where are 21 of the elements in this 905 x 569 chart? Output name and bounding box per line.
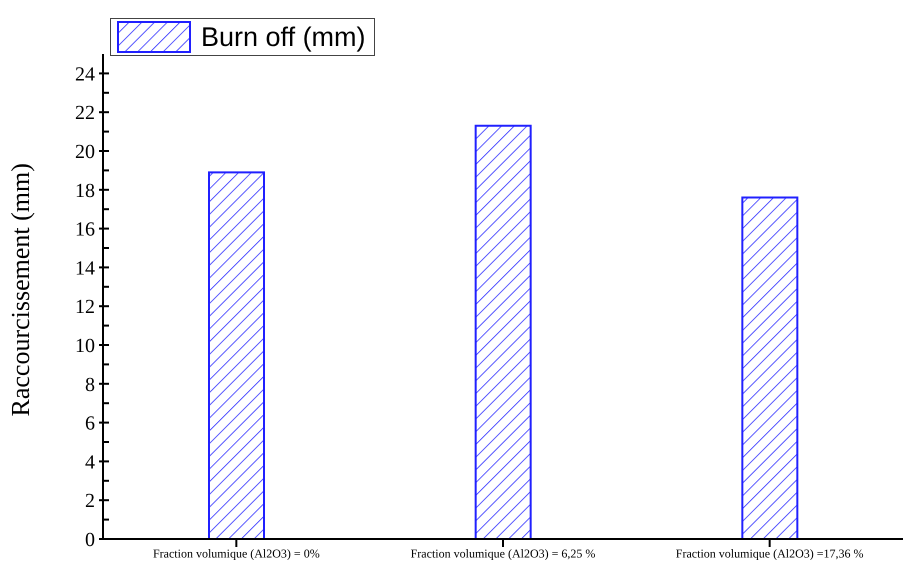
- y-tick-label: 2: [85, 490, 95, 512]
- bar: [208, 171, 265, 539]
- y-tick-label: 22: [75, 102, 95, 124]
- y-tick-label: 4: [85, 451, 95, 474]
- y-tick-label: 12: [75, 296, 95, 318]
- y-tick-label: 24: [75, 63, 95, 86]
- y-tick-label: 8: [85, 374, 95, 396]
- x-tick-label: Fraction volumique (Al2O3) = 6,25 %: [410, 546, 596, 561]
- y-tick-label: 18: [75, 180, 95, 202]
- y-tick-label: 10: [75, 335, 95, 357]
- y-tick-label: 6: [85, 412, 95, 435]
- y-tick-label: 0: [85, 529, 95, 551]
- y-axis-title: Raccourcissement (mm): [6, 163, 36, 416]
- legend-label: Burn off (mm): [201, 22, 366, 52]
- y-tick-label: 16: [75, 218, 95, 241]
- y-tick-label: 20: [75, 141, 95, 163]
- bar: [474, 124, 532, 539]
- x-tick-label: Fraction volumique (Al2O3) =17,36 %: [676, 546, 864, 561]
- y-tick-label: 14: [75, 257, 95, 280]
- bar: [741, 196, 798, 539]
- x-tick-label: Fraction volumique (Al2O3) = 0%: [152, 546, 320, 561]
